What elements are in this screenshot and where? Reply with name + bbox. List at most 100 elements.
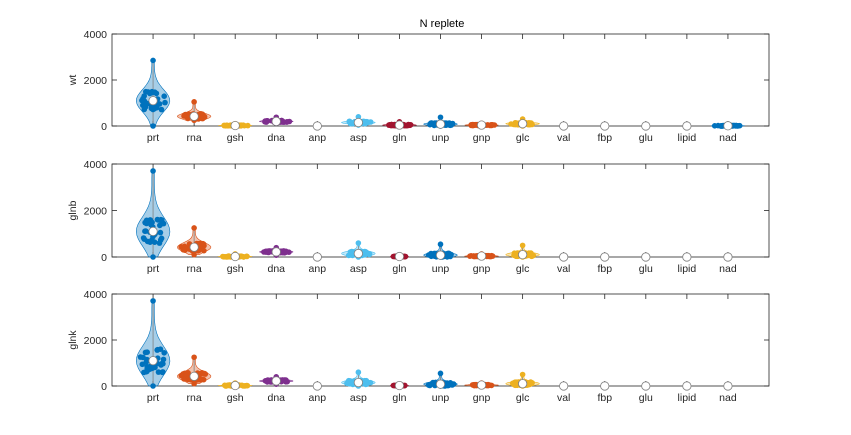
median-marker	[353, 248, 363, 259]
data-point	[162, 99, 168, 106]
x-tick-label: rna	[187, 263, 202, 275]
violin-rna	[177, 225, 212, 258]
data-point	[160, 369, 166, 375]
data-point-max	[355, 240, 362, 246]
median-marker	[518, 379, 528, 389]
median-marker	[312, 121, 322, 131]
x-tick-label: anp	[309, 392, 327, 404]
violin-glc	[505, 242, 540, 260]
y-tick-label: 0	[101, 381, 107, 393]
violin-lipid	[682, 121, 692, 131]
violin-lipid	[682, 381, 692, 391]
median-marker	[271, 376, 281, 386]
data-point	[450, 381, 457, 387]
y-tick-label: 4000	[84, 29, 108, 41]
y-axis-label: glnb	[67, 200, 79, 220]
median-marker	[189, 371, 199, 381]
median-marker	[312, 381, 322, 391]
data-point	[151, 239, 158, 245]
y-tick-label: 2000	[84, 335, 108, 347]
x-tick-label: dna	[267, 132, 285, 144]
x-tick-label: val	[557, 132, 570, 144]
data-point	[511, 381, 517, 388]
median-marker	[435, 250, 446, 260]
x-tick-label: anp	[309, 263, 327, 275]
violin-gnp	[464, 120, 499, 130]
data-point-max	[191, 99, 197, 105]
data-point	[346, 118, 353, 125]
median-marker	[723, 252, 733, 262]
x-tick-label: asp	[350, 392, 367, 404]
x-tick-label: val	[557, 392, 570, 404]
violin-asp	[341, 240, 376, 260]
x-tick-label: nad	[719, 392, 737, 404]
x-tick-label: fbp	[597, 132, 612, 144]
median-marker	[271, 116, 281, 127]
violin-unp	[423, 370, 458, 389]
median-marker	[641, 381, 651, 391]
data-point	[161, 93, 167, 99]
data-point	[197, 114, 204, 121]
data-point	[223, 123, 229, 129]
violin-asp	[341, 369, 376, 389]
violin-glu	[641, 381, 651, 391]
median-marker	[723, 381, 733, 391]
data-point	[158, 106, 165, 113]
violin-nad	[711, 121, 745, 131]
data-point	[147, 217, 153, 223]
median-marker	[600, 252, 610, 262]
x-tick-label: asp	[350, 263, 367, 275]
median-marker	[312, 252, 322, 262]
violin-nad	[723, 252, 733, 262]
median-marker	[353, 117, 363, 128]
violin-fbp	[600, 381, 610, 391]
data-point	[245, 122, 251, 129]
median-marker	[230, 120, 240, 131]
data-point	[349, 249, 356, 256]
data-point	[366, 251, 373, 258]
data-point	[242, 383, 249, 389]
data-point	[486, 253, 493, 260]
x-tick-label: rna	[187, 392, 202, 404]
x-tick-label: unp	[432, 132, 450, 144]
violin-gln	[389, 251, 409, 262]
data-point	[154, 346, 161, 353]
x-tick-label: gln	[392, 392, 406, 404]
median-marker	[476, 120, 487, 130]
data-point-max	[150, 168, 156, 174]
y-tick-label: 4000	[84, 159, 108, 171]
data-point-max	[437, 114, 444, 121]
data-point	[141, 369, 147, 376]
violin-dna	[259, 244, 294, 258]
median-marker	[641, 121, 651, 131]
data-point-max	[150, 298, 156, 304]
y-axis-label: glnk	[67, 330, 79, 350]
data-point	[711, 123, 718, 129]
subplot-glnk: 0 2000 4000 glnk prt rna gsh dna anp asp gln unp gnp…	[67, 289, 770, 404]
violin-prt	[135, 298, 171, 389]
data-point-min	[191, 380, 197, 387]
data-point-min	[191, 251, 197, 258]
violin-gsh	[217, 380, 253, 391]
violin-gsh	[218, 120, 253, 131]
data-point	[141, 106, 148, 113]
x-tick-label: dna	[267, 392, 285, 404]
median-marker	[394, 251, 405, 262]
violin-unp	[423, 114, 458, 129]
data-point	[718, 123, 724, 129]
x-tick-label: gnp	[473, 263, 491, 275]
data-point	[264, 248, 270, 255]
data-point-max	[191, 354, 197, 361]
data-point	[283, 249, 289, 255]
data-point-max	[437, 241, 444, 248]
violin-fbp	[600, 121, 610, 131]
violin-unp	[423, 241, 458, 260]
data-point	[527, 381, 533, 388]
median-marker	[600, 381, 610, 391]
data-point	[161, 350, 167, 356]
data-point	[157, 237, 164, 243]
median-marker	[518, 119, 528, 129]
y-tick-label: 0	[101, 121, 107, 133]
x-tick-label: asp	[350, 132, 367, 144]
median-marker	[353, 377, 363, 388]
